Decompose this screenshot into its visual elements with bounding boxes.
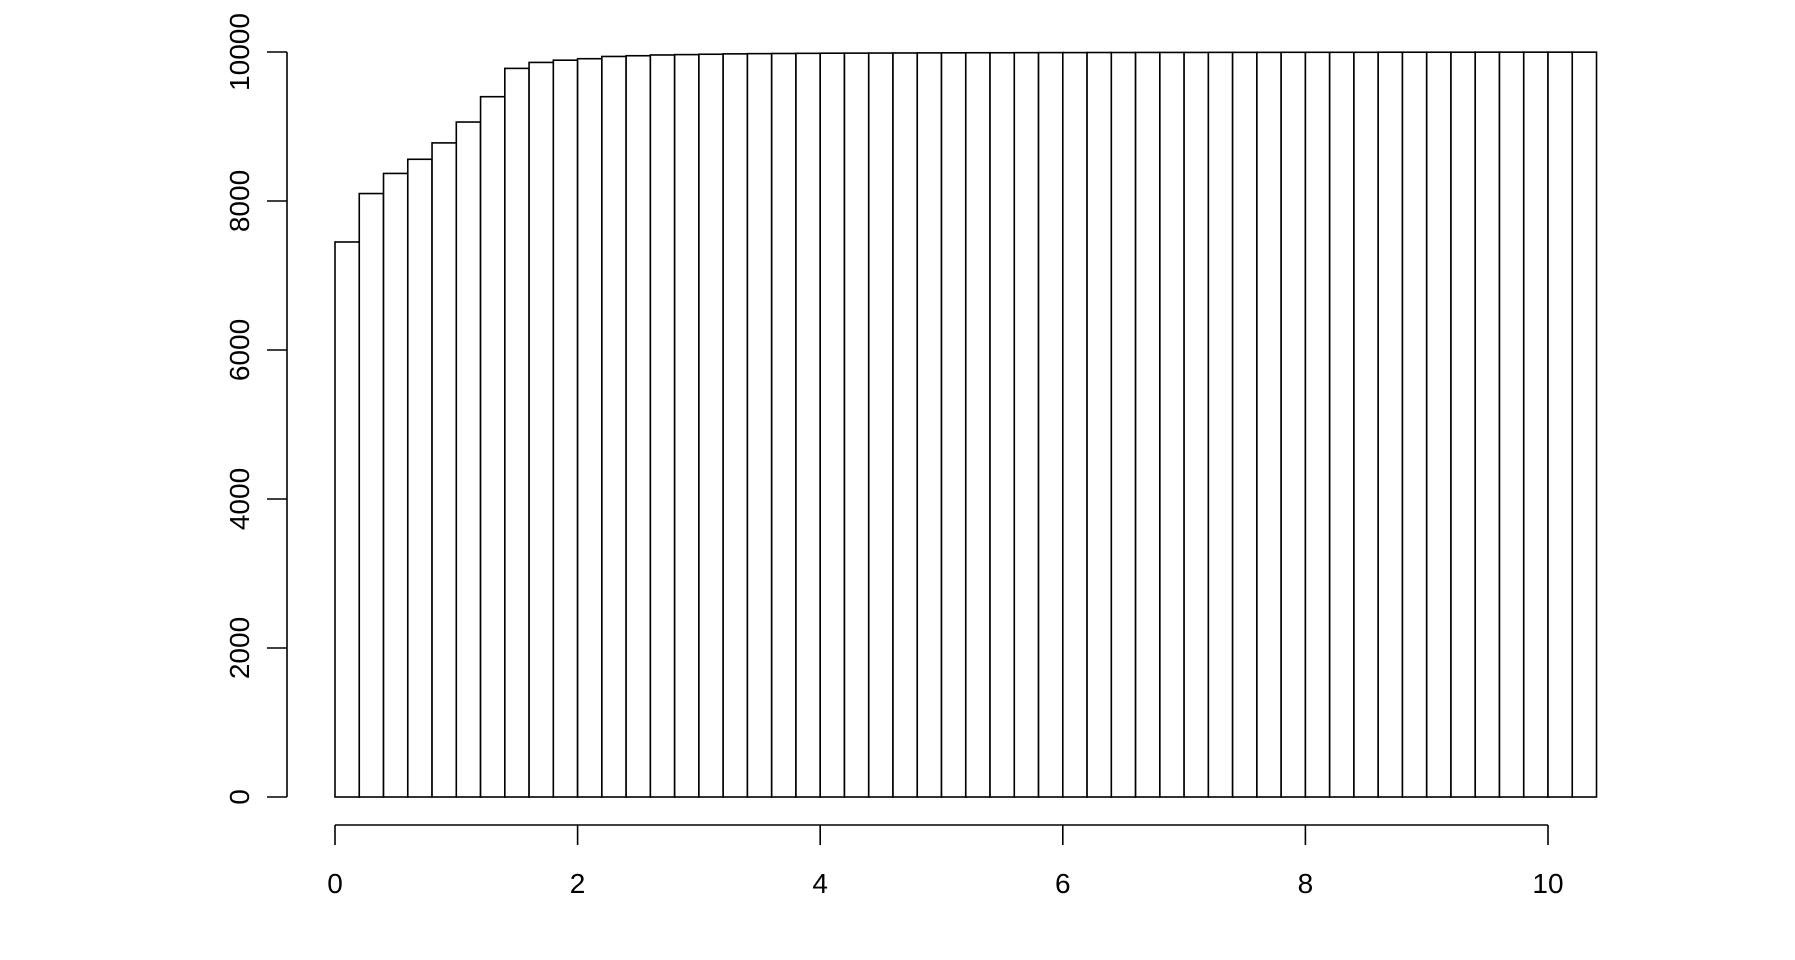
histogram-bar	[504, 67, 530, 798]
y-tick-label: 10000	[224, 13, 255, 91]
histogram-bar	[431, 142, 458, 798]
histogram-bar	[1450, 51, 1477, 798]
histogram-bar	[964, 51, 991, 798]
histogram-bar	[1522, 51, 1549, 798]
histogram-bar	[1280, 51, 1307, 798]
histogram-bar	[1062, 51, 1088, 798]
histogram-bar	[989, 51, 1016, 798]
histogram-bar	[649, 54, 676, 798]
histogram-bar	[1134, 51, 1161, 798]
histogram-bar	[1304, 51, 1331, 798]
y-axis: 0 2000 4000 6000 8000 10000	[224, 13, 288, 805]
histogram-bar	[1377, 51, 1404, 798]
y-tick-label: 8000	[224, 170, 255, 232]
histogram-bar	[867, 52, 894, 798]
histogram-bar	[1353, 51, 1379, 798]
histogram-bar	[940, 52, 967, 798]
histogram-bar	[698, 53, 724, 798]
histogram-bar	[1013, 51, 1040, 798]
histogram-bar	[1037, 51, 1064, 798]
histogram-bar	[1110, 51, 1137, 798]
y-tick-label: 6000	[224, 319, 255, 381]
y-tick-label: 0	[224, 789, 255, 805]
histogram-bar	[1328, 51, 1355, 798]
histogram-bar	[746, 52, 773, 798]
histogram-bar	[455, 121, 482, 798]
histogram-bar	[1231, 51, 1258, 798]
x-tick-label: 0	[327, 868, 343, 899]
histogram-bar	[576, 57, 603, 798]
x-tick-label: 10	[1532, 868, 1563, 899]
x-tick-label: 2	[570, 868, 586, 899]
x-tick-label: 4	[812, 868, 828, 899]
histogram-bar	[479, 95, 506, 798]
histogram-bar	[1086, 51, 1113, 798]
histogram-bar	[795, 52, 822, 798]
histogram-bar	[1498, 51, 1525, 798]
x-tick-label: 8	[1298, 868, 1314, 899]
y-tick-label: 4000	[224, 468, 255, 530]
histogram-bar	[673, 53, 700, 798]
histogram-bar	[1183, 51, 1210, 798]
histogram-bar	[1256, 51, 1282, 798]
histogram-bar	[916, 52, 943, 798]
histogram-bar	[1401, 51, 1428, 798]
y-tick-label: 2000	[224, 617, 255, 679]
histogram-bar	[1571, 51, 1598, 798]
histogram-bar	[770, 52, 797, 798]
histogram-bar	[528, 61, 555, 798]
histogram-bar	[843, 52, 870, 798]
histogram-bar	[1159, 51, 1185, 798]
histogram-bar	[601, 55, 627, 798]
histogram-bar	[1425, 51, 1452, 798]
histogram-bar	[722, 53, 749, 798]
x-axis: 0 2 4 6 8 10	[327, 824, 1564, 899]
histogram-bar	[406, 158, 433, 798]
x-tick-label: 6	[1055, 868, 1071, 899]
histogram-bar	[1547, 51, 1574, 798]
histogram-bar	[552, 59, 579, 798]
histogram-bar	[358, 192, 385, 798]
histogram-bar	[382, 172, 409, 798]
histogram-bar	[334, 241, 361, 798]
histogram-bar	[1207, 51, 1234, 798]
bars-group	[334, 51, 1598, 798]
histogram-bar	[625, 54, 652, 798]
histogram-bar	[1474, 51, 1501, 798]
histogram-bar	[819, 52, 846, 798]
histogram-bar	[892, 52, 919, 798]
